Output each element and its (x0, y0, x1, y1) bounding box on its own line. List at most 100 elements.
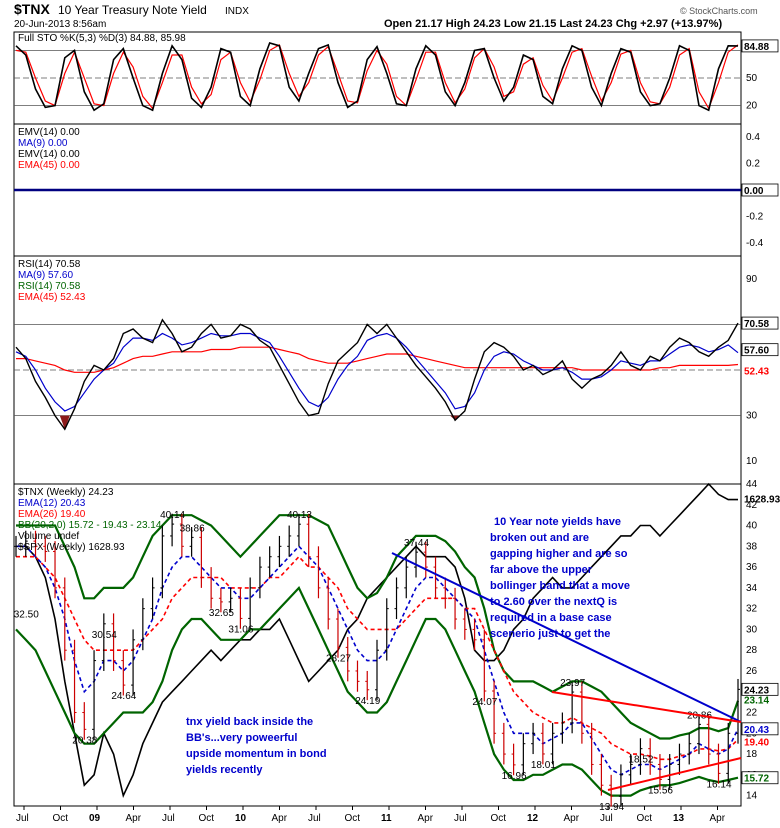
y-tick-label: 40 (746, 521, 758, 532)
right-value-label: 23.14 (744, 696, 769, 707)
y-tick-label: -0.2 (746, 211, 764, 222)
x-tick-label: Jul (308, 813, 321, 824)
right-value-label: 15.72 (741, 771, 779, 785)
legend-entry: EMA(26) 19.40 (18, 509, 86, 520)
legend-entry: $SPX (Weekly) 1628.93 (18, 542, 125, 553)
support-line (607, 757, 742, 791)
trendlines (391, 552, 742, 791)
price-label: 40.14 (160, 510, 185, 521)
x-axis: Jul Oct 09 Apr Jul Oct 10 Apr Jul Oct 11 Apr Jul Oct 1… (16, 806, 726, 824)
price-label: 24.64 (111, 691, 136, 702)
series-line (16, 514, 740, 740)
right-value-label: 84.88 (741, 39, 779, 53)
y-tick-label: 10 (746, 456, 758, 467)
series-line (15, 585, 739, 797)
legend-entry: MA(9) 57.60 (18, 270, 73, 281)
price-label: 38.86 (180, 523, 205, 534)
value-box (741, 771, 779, 785)
value-text: 52.43 (744, 366, 769, 377)
value-box (741, 316, 779, 330)
x-tick-label: Jul (600, 813, 613, 824)
x-tick-label: Jul (454, 813, 467, 824)
x-tick-label: 09 (89, 813, 101, 824)
price-panel (13, 483, 742, 807)
y-tick-label: 18 (746, 749, 758, 760)
price-label: 20.38 (72, 735, 97, 746)
x-tick-label: Oct (637, 813, 653, 824)
price-label: 28.27 (326, 653, 351, 664)
x-tick-label: Apr (418, 813, 434, 824)
note-line: yields recently (186, 764, 263, 776)
legend-entry: EMV(14) 0.00 (18, 149, 80, 160)
value-text: 84.88 (744, 42, 769, 53)
legend-entry: Volume undef (18, 531, 79, 542)
chart-header: $TNX 10 Year Treasury Note Yield INDX 20… (14, 1, 758, 30)
price-label: 16.14 (706, 779, 731, 790)
x-tick-label: Apr (564, 813, 580, 824)
series-line (15, 44, 739, 110)
resistance-line (551, 691, 742, 723)
series-line (16, 545, 739, 776)
price-label: 15.56 (648, 785, 673, 796)
legend-entry: $TNX (Weekly) 24.23 (18, 487, 114, 498)
legend-entry: RSI(14) 70.58 (18, 259, 81, 270)
y-tick-label: 38 (746, 541, 758, 552)
value-box (741, 343, 779, 357)
value-text: 15.72 (744, 774, 769, 785)
x-tick-label: Oct (199, 813, 215, 824)
series-line (16, 555, 739, 761)
legend-entry: MA(9) 0.00 (18, 138, 68, 149)
x-tick-label: Oct (491, 813, 507, 824)
x-tick-label: Apr (272, 813, 288, 824)
y-tick-label: 26 (746, 666, 758, 677)
y-tick-label: 30 (746, 624, 758, 635)
price-label: 30.54 (92, 630, 117, 641)
price-label: 24.19 (355, 696, 380, 707)
price-label: 18.01 (531, 760, 556, 771)
note-line: to 2.60 over the nextQ is (490, 596, 617, 608)
value-box (741, 183, 779, 197)
x-tick-label: Oct (53, 813, 69, 824)
series-line (16, 346, 739, 373)
value-text: 0.00 (744, 186, 764, 197)
price-label: 23.97 (560, 678, 585, 689)
right-value-label: 24.23 (741, 682, 779, 696)
y-tick-label: -0.4 (746, 238, 764, 249)
legend-entry: RSI(14) 70.58 (18, 281, 81, 292)
y-tick-label: 90 (746, 274, 758, 285)
exchange-label: INDX (225, 6, 249, 17)
note-line: bollinger band that a move (490, 580, 630, 592)
right-value-label: 20.43 (741, 722, 779, 736)
right-value-label: 1628.93 (744, 495, 780, 506)
price-label: 16.96 (502, 771, 527, 782)
legend-entry: Full STO %K(5,3) %D(3) 84.88, 85.98 (18, 33, 186, 44)
note-line: BB's...very poweerful (186, 732, 297, 744)
value-text: 1628.93 (744, 495, 780, 506)
x-tick-label: Apr (710, 813, 726, 824)
y-tick-label: 0.4 (746, 132, 760, 143)
price-label: 31.06 (228, 624, 253, 635)
x-tick-label: Apr (126, 813, 142, 824)
instrument-name: 10 Year Treasury Note Yield (58, 3, 207, 17)
x-tick-label: 10 (235, 813, 247, 824)
value-box (741, 39, 779, 53)
note-line: broken out and are (490, 532, 589, 544)
note-line: required in a base case (490, 612, 612, 624)
y-tick-label: 28 (746, 645, 758, 656)
chart-date: 20-Jun-2013 8:56am (14, 19, 106, 30)
value-text: 70.58 (744, 319, 769, 330)
x-tick-label: 12 (527, 813, 539, 824)
annotation-left: tnx yield back inside the BB's...very po… (186, 716, 327, 776)
y-tick-label: 22 (746, 708, 758, 719)
legend-entry: EMV(14) 0.00 (18, 127, 80, 138)
note-line: 10 Year note yields have (494, 516, 621, 528)
y-tick-label: 20 (746, 101, 758, 112)
y-tick-label: 36 (746, 562, 758, 573)
value-text: 24.23 (744, 685, 769, 696)
price-label: 18.52 (628, 755, 653, 766)
right-value-label: 57.60 (741, 343, 779, 357)
